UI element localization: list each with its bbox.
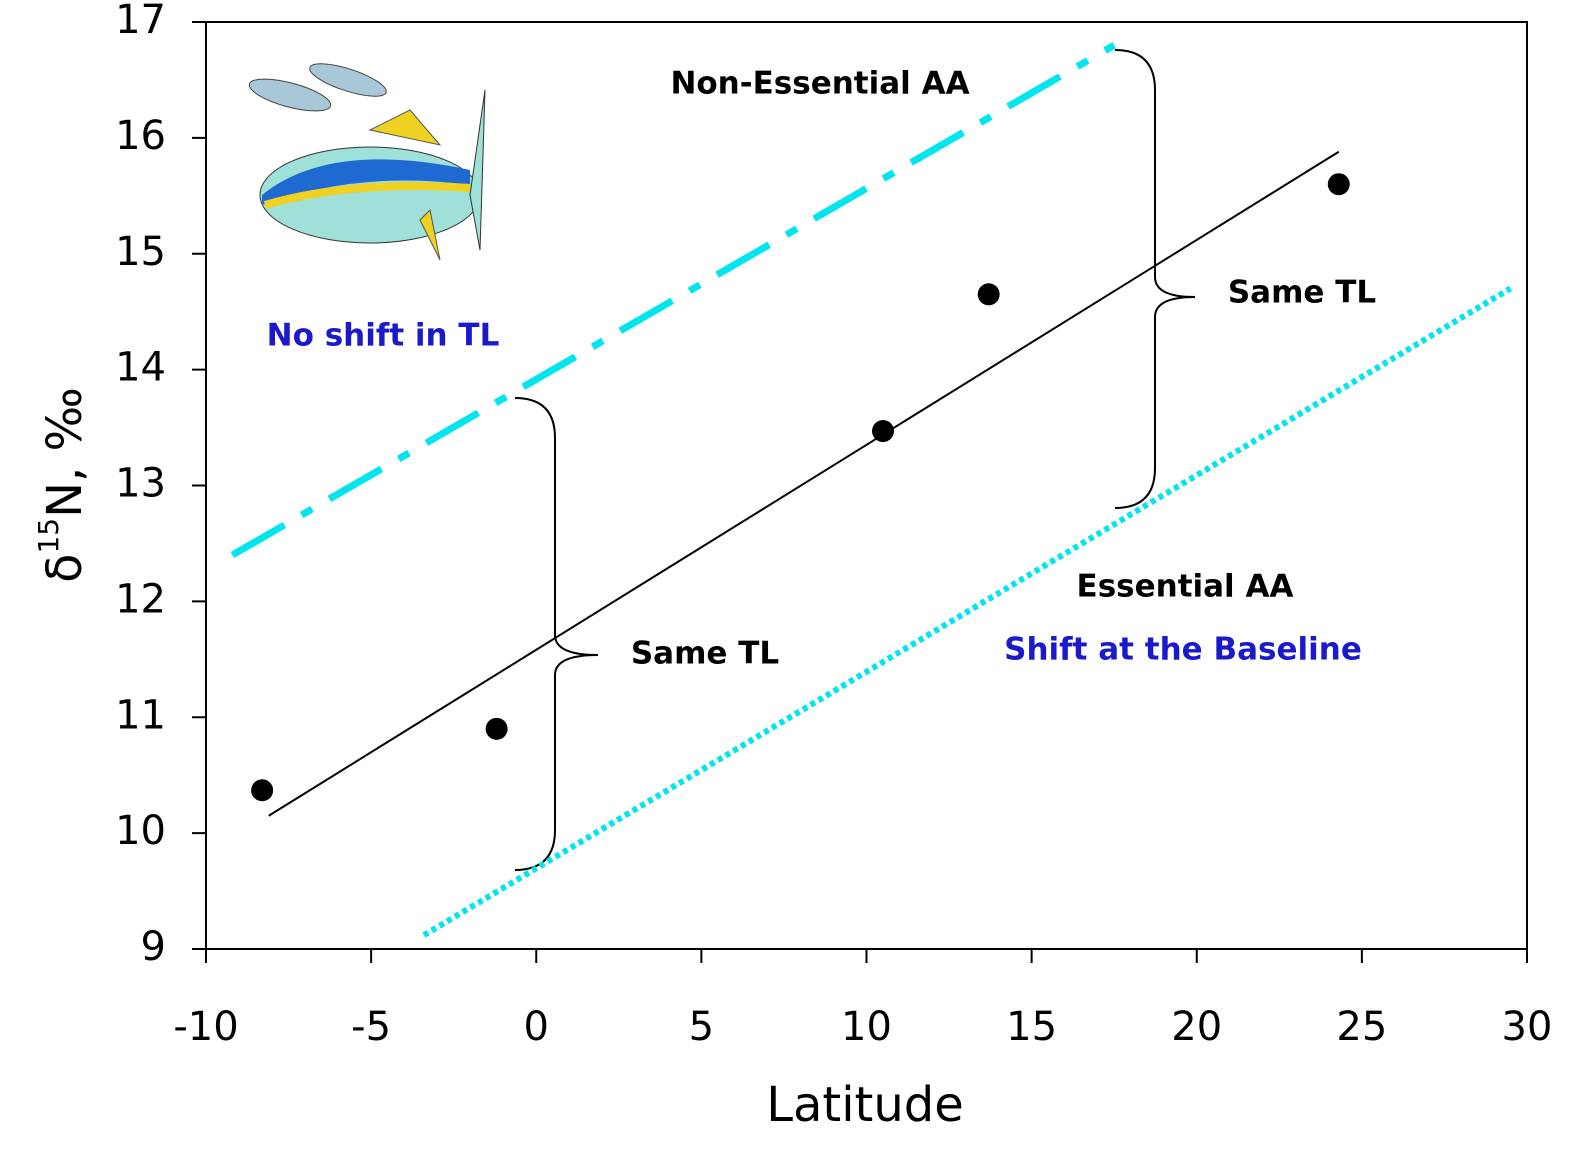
annotation: Essential AA <box>1077 569 1294 605</box>
y-tick-label: 16 <box>115 113 166 159</box>
x-tick-label: 5 <box>689 1004 714 1050</box>
y-tick-label: 12 <box>115 576 166 622</box>
point <box>977 283 1000 306</box>
x-tick-label: 30 <box>1502 1004 1553 1050</box>
point <box>251 779 274 802</box>
annotation: Same TL <box>1228 275 1376 311</box>
brace <box>514 397 599 871</box>
y-tick-label: 9 <box>141 924 166 970</box>
y-label-superscript: 15 <box>32 518 65 554</box>
y-label-rest: N, ‰ <box>37 387 93 518</box>
point <box>872 420 895 443</box>
line <box>230 42 1116 559</box>
x-tick-label: 10 <box>841 1004 892 1050</box>
x-tick-label: 20 <box>1171 1004 1222 1050</box>
y-tick-label: 17 <box>115 0 166 43</box>
point <box>485 717 508 740</box>
x-axis-label: Latitude <box>766 1077 964 1133</box>
y-label-symbol: δ <box>37 554 93 583</box>
annotation: No shift in TL <box>267 318 500 354</box>
x-tick-label: -5 <box>351 1004 391 1050</box>
line <box>422 285 1513 938</box>
point <box>1327 173 1350 196</box>
y-axis-label: δ15N, ‰ <box>32 387 93 583</box>
y-tick-label: 15 <box>115 229 166 275</box>
annotation: Shift at the Baseline <box>1004 632 1362 668</box>
y-tick-label: 14 <box>115 345 166 391</box>
annotation: Same TL <box>631 636 779 672</box>
y-tick-label: 10 <box>115 808 166 854</box>
y-tick-label: 11 <box>115 692 166 738</box>
x-tick-label: 25 <box>1336 1004 1387 1050</box>
fish-illustration <box>248 63 486 261</box>
x-tick-label: 15 <box>1006 1004 1057 1050</box>
brace <box>1114 49 1196 509</box>
annotation: Non-Essential AA <box>670 66 969 102</box>
x-tick-label: -10 <box>173 1004 238 1050</box>
line <box>268 150 1340 817</box>
x-tick-label: 0 <box>524 1004 549 1050</box>
y-tick-label: 13 <box>115 461 166 507</box>
